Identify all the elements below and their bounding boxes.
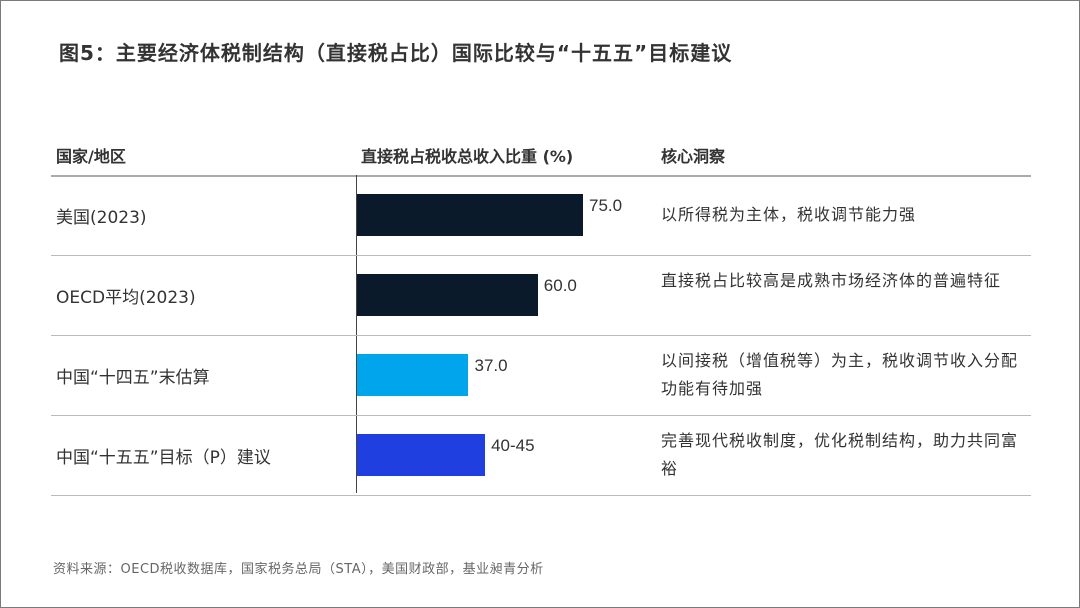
bar-value-label: 75.0 bbox=[589, 196, 623, 215]
country-label: OECD平均(2023) bbox=[56, 288, 196, 308]
bar bbox=[357, 274, 538, 316]
insight-text: 以间接税（增值税等）为主，税收调节收入分配功能有待加强 bbox=[661, 351, 1019, 398]
bar bbox=[357, 194, 583, 236]
row-divider bbox=[51, 335, 1031, 336]
country-label: 美国(2023) bbox=[56, 208, 147, 228]
row-divider bbox=[51, 415, 1031, 416]
row-divider bbox=[51, 495, 1031, 496]
column-header-country: 国家/地区 bbox=[56, 147, 126, 166]
source-note: 资料来源：OECD税收数据库，国家税务总局（STA），美国财政部，基业昶青分析 bbox=[53, 562, 544, 577]
country-label: 中国“十五五”目标（P）建议 bbox=[56, 448, 271, 468]
insight-text: 以所得税为主体，税收调节能力强 bbox=[661, 205, 917, 224]
bar-axis bbox=[356, 175, 357, 493]
country-label: 中国“十四五”末估算 bbox=[56, 368, 210, 388]
chart-title: 图5：主要经济体税制结构（直接税占比）国际比较与“十五五”目标建议 bbox=[59, 41, 733, 65]
bar-value-label: 40-45 bbox=[491, 436, 535, 455]
bar-value-label: 60.0 bbox=[543, 276, 577, 295]
column-header-insight: 核心洞察 bbox=[661, 147, 726, 166]
row-divider bbox=[51, 255, 1031, 256]
bar-value-label: 37.0 bbox=[474, 356, 508, 375]
bar bbox=[357, 434, 486, 476]
insight-text: 完善现代税收制度，优化税制结构，助力共同富裕 bbox=[661, 431, 1019, 478]
bar bbox=[357, 354, 469, 396]
insight-text: 直接税占比较高是成熟市场经济体的普遍特征 bbox=[661, 271, 1002, 290]
column-header-share: 直接税占税收总收入比重 (%) bbox=[361, 147, 574, 166]
header-divider bbox=[51, 175, 1031, 177]
